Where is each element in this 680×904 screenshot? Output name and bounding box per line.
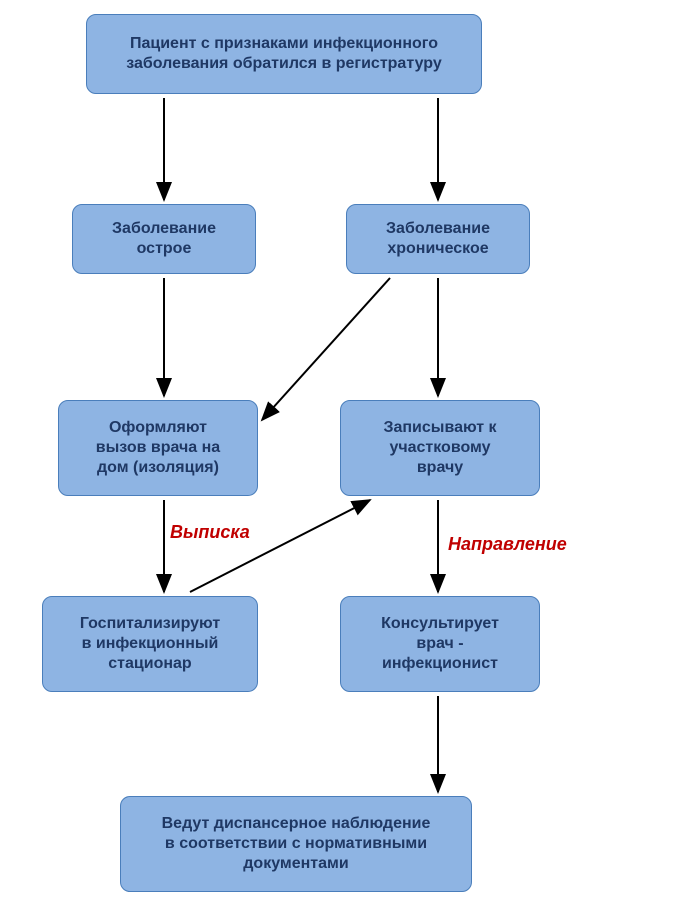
- flowchart-node-chronic: Заболевание хроническое: [346, 204, 530, 274]
- flowchart-node-label: Пациент с признаками инфекционного забол…: [126, 34, 441, 74]
- flowchart-edge-label: Направление: [448, 534, 567, 555]
- flowchart-node-label: Заболевание острое: [112, 219, 216, 259]
- flowchart-node-label: Консультирует врач - инфекционист: [381, 614, 499, 674]
- flowchart-node-observe: Ведут диспансерное наблюдение в соответс…: [120, 796, 472, 892]
- flowchart-node-hospital: Госпитализируют в инфекционный стационар: [42, 596, 258, 692]
- flowchart-node-homecall: Оформляют вызов врача на дом (изоляция): [58, 400, 258, 496]
- flowchart-node-label: Оформляют вызов врача на дом (изоляция): [96, 418, 220, 478]
- flowchart-node-label: Заболевание хроническое: [386, 219, 490, 259]
- flowchart-node-register: Записывают к участковому врачу: [340, 400, 540, 496]
- flowchart-node-start: Пациент с признаками инфекционного забол…: [86, 14, 482, 94]
- flowchart-node-label: Госпитализируют в инфекционный стационар: [80, 614, 220, 674]
- flowchart-node-label: Записывают к участковому врачу: [383, 418, 496, 478]
- flowchart-node-consult: Консультирует врач - инфекционист: [340, 596, 540, 692]
- flowchart-node-acute: Заболевание острое: [72, 204, 256, 274]
- flowchart-edge: [262, 278, 390, 420]
- flowchart-edge-label: Выписка: [170, 522, 250, 543]
- flowchart-edge: [190, 500, 370, 592]
- flowchart-node-label: Ведут диспансерное наблюдение в соответс…: [162, 814, 431, 874]
